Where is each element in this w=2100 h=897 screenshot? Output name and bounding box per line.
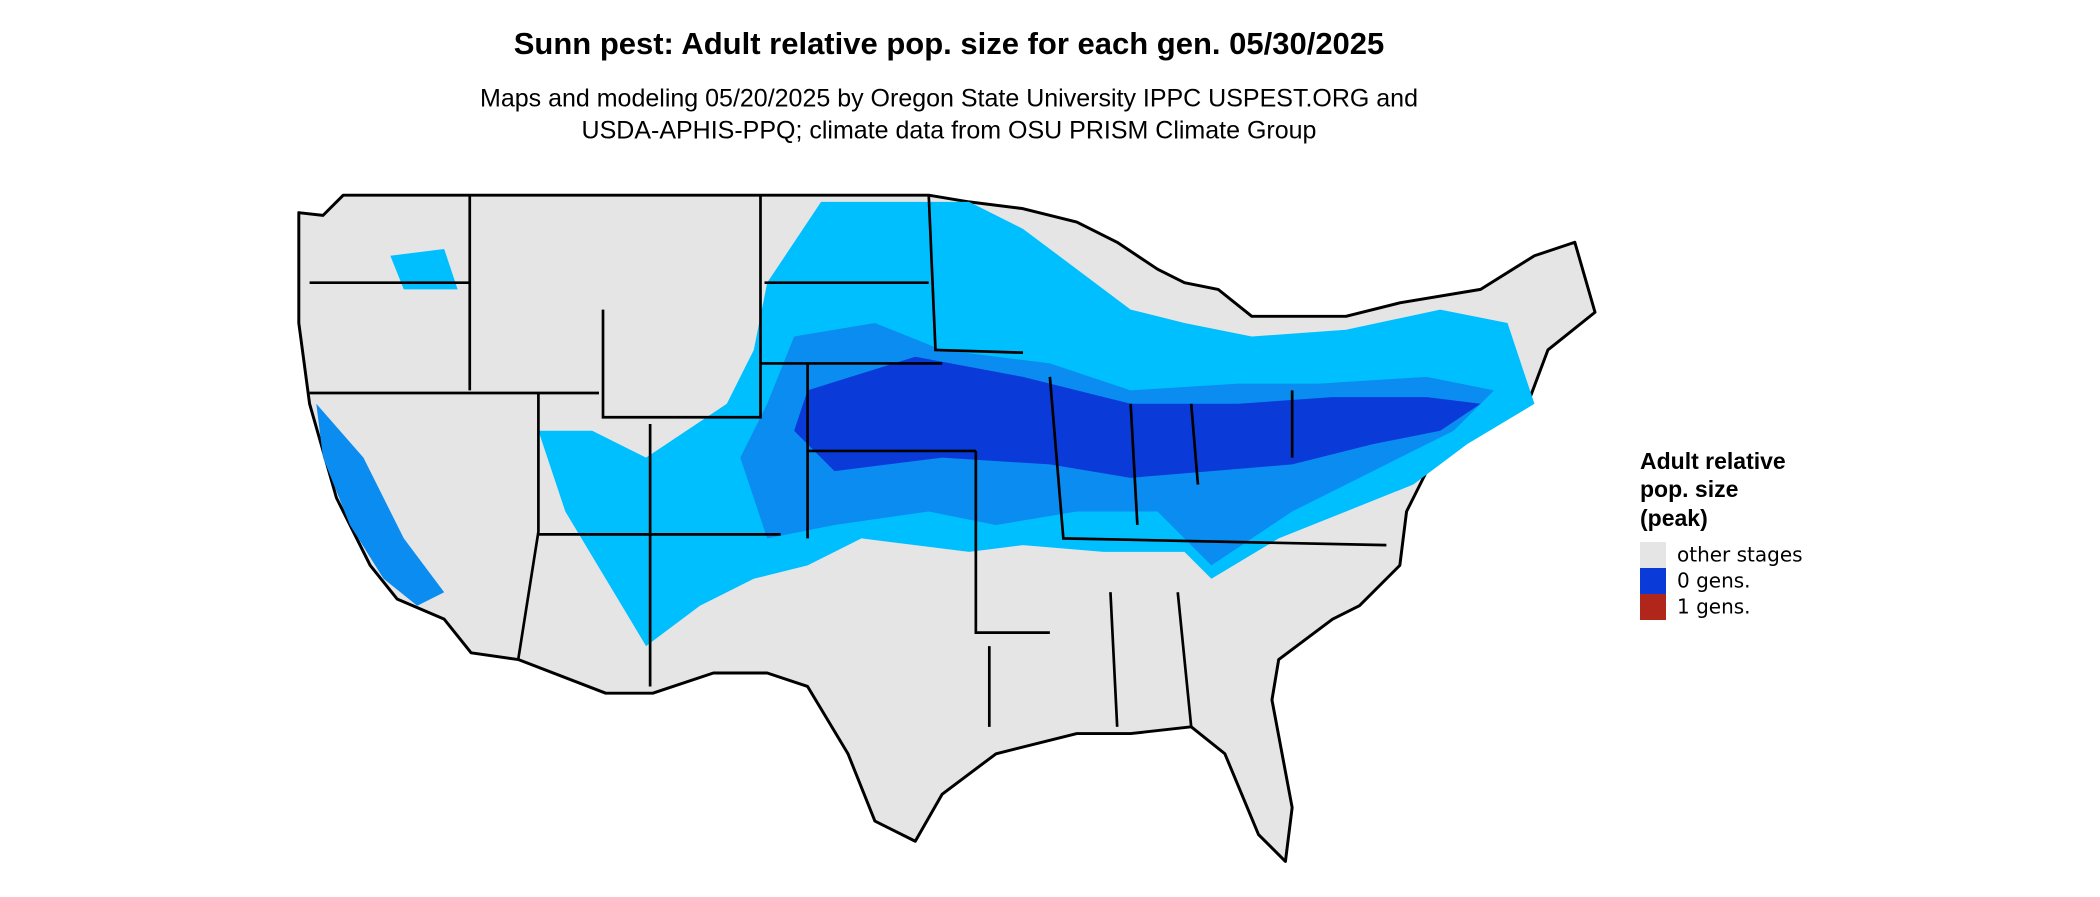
legend-label: other stages <box>1677 543 1803 567</box>
legend-swatch <box>1640 568 1666 594</box>
legend-label: 0 gens. <box>1677 569 1751 593</box>
risk-zone <box>390 249 458 290</box>
legend: Adult relative pop. size (peak) other st… <box>1640 448 1803 620</box>
state-border <box>309 195 1387 727</box>
risk-zone <box>316 403 445 606</box>
subtitle: USDA-APHIS-PPQ; climate data from OSU PR… <box>582 117 1317 145</box>
legend-swatch <box>1640 594 1666 620</box>
map-title: Sunn pest: Adult relative pop. size for … <box>514 26 1385 61</box>
legend-title: (peak) <box>1640 505 1708 531</box>
us-map <box>297 193 1597 863</box>
risk-zone <box>794 356 1481 478</box>
subtitle: Maps and modeling 05/20/2025 by Oregon S… <box>480 85 1418 113</box>
legend-label: 1 gens. <box>1677 595 1751 619</box>
legend-title: pop. size <box>1640 476 1738 502</box>
legend-title: Adult relative <box>1640 448 1786 474</box>
legend-swatch <box>1640 542 1666 568</box>
